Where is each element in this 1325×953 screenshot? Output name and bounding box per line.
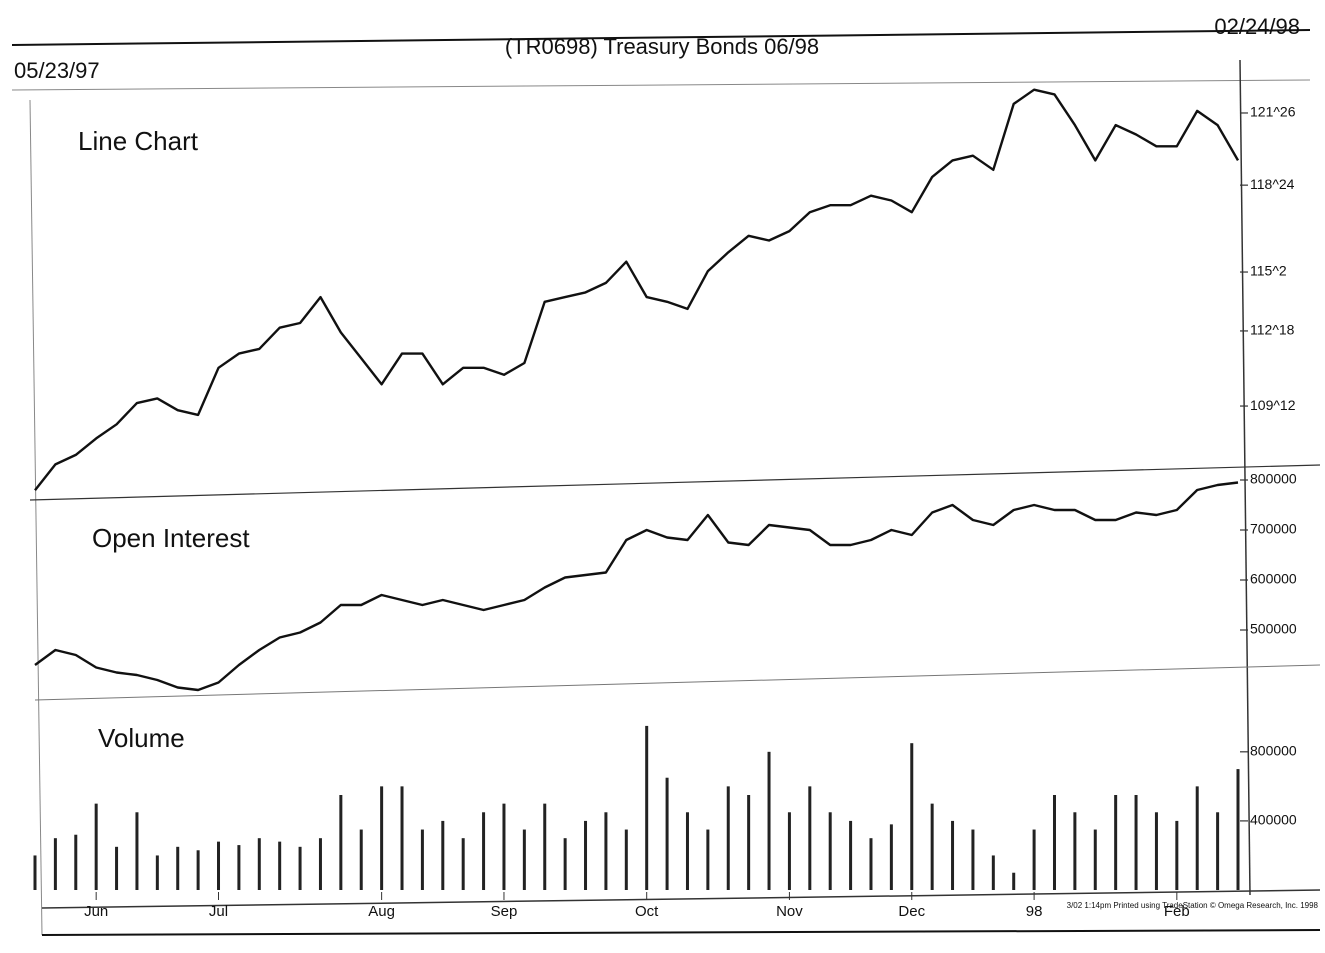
series-line: [34, 88, 1240, 492]
bar: [318, 838, 322, 890]
bar: [380, 786, 384, 890]
bar: [400, 786, 404, 890]
bar: [1216, 812, 1220, 890]
chart-title: (TR0698) Treasury Bonds 06/98: [505, 34, 819, 59]
bar: [1154, 812, 1158, 890]
y-tick-label: 121^26: [1250, 104, 1296, 120]
bar: [930, 803, 934, 890]
panel-title: Line Chart: [78, 126, 199, 156]
y-tick-label: 800000: [1250, 471, 1297, 487]
bar: [869, 838, 873, 890]
bar: [155, 855, 159, 890]
bar: [1114, 795, 1118, 890]
footer: 3/02 1:14pm Printed using TradeStation ©…: [1067, 901, 1319, 910]
bar: [176, 846, 180, 890]
bar: [522, 829, 526, 890]
bar: [482, 812, 486, 890]
x-tick-label: Jul: [209, 903, 228, 920]
bar: [889, 824, 893, 890]
y-tick-label: 800000: [1250, 743, 1297, 759]
y-tick-label: 500000: [1250, 621, 1297, 637]
bar: [706, 829, 710, 890]
bar: [910, 743, 914, 890]
y-tick-label: 400000: [1250, 812, 1297, 828]
bar: [94, 803, 98, 890]
bar: [33, 855, 37, 890]
x-tick-label: Nov: [776, 903, 803, 920]
bar: [420, 829, 424, 890]
bar: [951, 820, 955, 890]
y-tick-label: 112^18: [1250, 322, 1295, 338]
bar: [217, 841, 221, 890]
panel-divider: [29, 464, 1321, 501]
bar: [584, 820, 588, 890]
bar: [1032, 829, 1036, 890]
frame-left: [29, 99, 43, 936]
bar: [461, 838, 465, 890]
y-tick-label: 700000: [1250, 521, 1297, 537]
panel-divider: [34, 664, 1321, 701]
y-tick-label: 115^2: [1250, 263, 1287, 279]
bar: [604, 812, 608, 890]
bar: [563, 838, 567, 890]
bar: [1175, 820, 1179, 890]
frame-bottom: [41, 929, 1321, 936]
bar: [1195, 786, 1199, 890]
bar: [298, 846, 302, 890]
series-line: [34, 481, 1239, 692]
bar: [645, 725, 649, 890]
bar: [1236, 769, 1240, 890]
bar: [196, 850, 200, 890]
bar: [808, 786, 812, 890]
bar: [726, 786, 730, 890]
bar: [115, 846, 119, 890]
bar: [135, 812, 139, 890]
bar: [257, 838, 261, 890]
bar: [849, 820, 853, 890]
x-tick-label: Aug: [368, 903, 395, 920]
bar: [1073, 812, 1077, 890]
bar: [441, 820, 445, 890]
end-date: 02/24/98: [1214, 14, 1300, 39]
bar: [685, 812, 689, 890]
frame-top: [11, 29, 1311, 46]
header-rule: [11, 79, 1311, 91]
bar: [787, 812, 791, 890]
bar: [339, 795, 343, 890]
bar: [1012, 872, 1016, 890]
x-tick-label: Oct: [635, 903, 659, 920]
axis-right: [1239, 59, 1251, 896]
bar: [665, 777, 669, 890]
x-tick-label: 98: [1026, 903, 1043, 920]
bar: [1134, 795, 1138, 890]
bar: [624, 829, 628, 890]
bar: [502, 803, 506, 890]
bar: [1052, 795, 1056, 890]
y-tick-label: 118^24: [1250, 176, 1295, 192]
bar: [53, 838, 57, 890]
y-tick-label: 600000: [1250, 571, 1297, 587]
bar: [971, 829, 975, 890]
bar: [1093, 829, 1097, 890]
start-date: 05/23/97: [14, 58, 100, 83]
bar: [237, 845, 241, 890]
bar: [543, 803, 547, 890]
x-tick-label: Sep: [491, 903, 518, 920]
axis-bottom: [41, 889, 1321, 909]
panel-title: Open Interest: [92, 523, 250, 553]
y-tick-label: 109^12: [1250, 397, 1296, 413]
bar: [767, 751, 771, 890]
bar: [828, 812, 832, 890]
bar: [747, 795, 751, 890]
x-tick-label: Dec: [898, 903, 925, 920]
panel-title: Volume: [98, 723, 185, 753]
x-tick-label: Feb: [1164, 903, 1190, 920]
bar: [278, 841, 282, 890]
x-tick-label: Jun: [84, 903, 108, 920]
bar: [359, 829, 363, 890]
bar: [991, 855, 995, 890]
bar: [74, 834, 78, 890]
